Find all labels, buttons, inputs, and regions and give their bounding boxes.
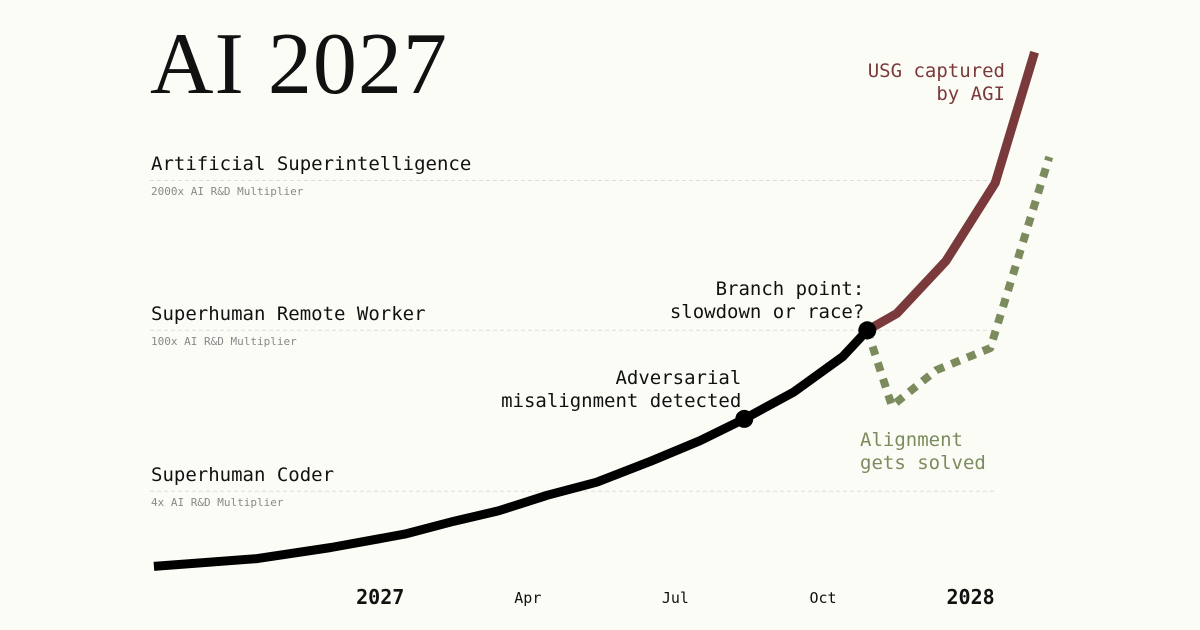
series-label: USG captured by AGI (867, 60, 1005, 105)
event-dot (858, 321, 877, 340)
annotation: Adversarial misalignment detected (501, 366, 742, 412)
series-line (865, 50, 1039, 335)
series-line (863, 155, 1054, 410)
milestone-name: Superhuman Remote Worker (151, 303, 426, 326)
x-tick-label: Oct (809, 589, 837, 607)
chart-title: AI 2027 (150, 16, 448, 113)
series-line (153, 327, 871, 571)
annotation: Branch point: slowdown or race? (669, 278, 865, 324)
x-tick-label: 2028 (946, 585, 995, 609)
milestone-note: 4x AI R&D Multiplier (151, 496, 284, 510)
x-tick-label: Jul (661, 589, 689, 607)
event-dot (735, 409, 754, 428)
milestone-note: 100x AI R&D Multiplier (151, 335, 297, 349)
milestone-note: 2000x AI R&D Multiplier (151, 185, 304, 199)
milestone-name: Superhuman Coder (151, 464, 335, 487)
milestone-name: Artificial Superintelligence (151, 153, 472, 176)
series-label: Alignment gets solved (860, 429, 986, 474)
x-tick-label: Apr (514, 589, 542, 607)
x-tick-label: 2027 (356, 585, 405, 609)
